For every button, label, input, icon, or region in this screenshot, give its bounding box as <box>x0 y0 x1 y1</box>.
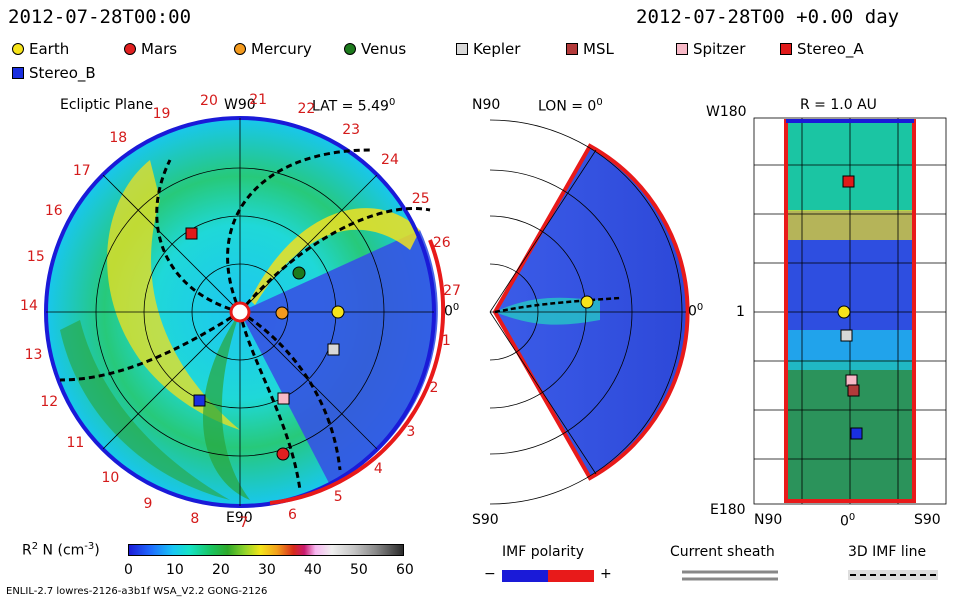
sector-label: 24 <box>381 152 399 169</box>
sector-label: 18 <box>109 130 128 147</box>
sector-label: 12 <box>40 393 59 410</box>
ecliptic-right-label: 00 <box>444 302 460 320</box>
legend-item-label: MSL <box>583 40 614 58</box>
legend-item-label: Stereo_A <box>797 40 864 58</box>
sector-label: 9 <box>143 495 153 512</box>
circle-marker-icon <box>234 43 246 55</box>
square-marker-icon <box>676 43 688 55</box>
colorbar-tick: 40 <box>304 562 322 578</box>
sector-label: 6 <box>288 507 297 524</box>
imf-plus: + <box>600 566 612 582</box>
ecliptic-lat-label: LAT = 5.490 <box>312 97 396 115</box>
imf-line-title: 3D IMF line <box>848 544 927 560</box>
legend-item-msl: MSL <box>566 40 614 58</box>
radial-top-left: W180 <box>706 104 747 120</box>
sector-label: 7 <box>239 514 249 531</box>
sector-label: 21 <box>249 91 268 108</box>
ecliptic-disk <box>44 116 446 508</box>
sector-label: 2 <box>429 380 439 397</box>
legend-item-label: Mercury <box>251 40 312 58</box>
radial-bottom-n: N90 <box>754 512 783 528</box>
sector-label: 13 <box>24 347 43 364</box>
left-timestamp: 2012-07-28T00:00 <box>8 6 192 28</box>
meridional-lon-label: LON = 00 <box>538 97 603 115</box>
sector-label: 17 <box>72 162 91 179</box>
colorbar-tick: 10 <box>166 562 184 578</box>
legend-item-venus: Venus <box>344 40 406 58</box>
sector-label: 1 <box>441 332 451 349</box>
colorbar <box>128 544 404 556</box>
legend-item-earth: Earth <box>12 40 69 58</box>
circle-marker-icon <box>344 43 356 55</box>
sector-label: 26 <box>432 235 451 252</box>
sector-label: 19 <box>152 106 171 123</box>
legend-item-label: Mars <box>141 40 178 58</box>
legend-item-label: Earth <box>29 40 70 58</box>
sector-label: 15 <box>26 249 45 266</box>
legend-item-label: Venus <box>361 40 407 58</box>
legend-item-kepler: Kepler <box>456 40 520 58</box>
ecliptic-title: Ecliptic Plane <box>60 97 154 113</box>
colorbar-tick: 30 <box>258 562 276 578</box>
radial-bottom-zero: 00 <box>840 512 856 530</box>
sector-label: 10 <box>101 470 120 487</box>
imf-minus: − <box>484 566 496 582</box>
sector-label: 3 <box>406 423 416 440</box>
current-sheath-title: Current sheath <box>670 544 775 560</box>
colorbar-tick: 0 <box>124 562 133 578</box>
square-marker-icon <box>12 67 24 79</box>
meridional-top-left: N90 <box>472 97 501 113</box>
body-markers <box>185 175 863 461</box>
meridional-bottom-left: S90 <box>472 512 499 528</box>
sector-label: 4 <box>373 460 383 477</box>
footer-model: ENLIL-2.7 lowres-2126-a3b1f WSA_V2.2 GON… <box>6 586 268 597</box>
square-marker-icon <box>780 43 792 55</box>
legend-item-stereo-b: Stereo_B <box>12 64 96 82</box>
legend-item-stereo-a: Stereo_A <box>780 40 864 58</box>
radial-mid-left: 1 <box>736 304 745 320</box>
legend-item-mercury: Mercury <box>234 40 312 58</box>
sector-label: 16 <box>44 203 63 220</box>
colorbar-tick: 20 <box>212 562 230 578</box>
sector-label: 11 <box>66 435 85 452</box>
imf-title: IMF polarity <box>502 544 585 560</box>
legend-widgets <box>502 570 938 582</box>
colorbar-tick: 60 <box>396 562 414 578</box>
radial-bottom-s: S90 <box>914 512 941 528</box>
colorbar-label: R2 N (cm-3) <box>22 541 100 559</box>
circle-marker-icon <box>12 43 24 55</box>
meridional-wedge <box>489 119 690 505</box>
sector-label: 20 <box>200 93 218 110</box>
square-marker-icon <box>566 43 578 55</box>
colorbar-tick: 50 <box>350 562 368 578</box>
legend-item-mars: Mars <box>124 40 177 58</box>
meridional-right-label: 00 <box>688 302 704 320</box>
ecliptic-top-label: W90 <box>224 97 256 113</box>
legend-item-label: Stereo_B <box>29 64 96 82</box>
sector-label: 14 <box>20 298 38 315</box>
sector-label: 23 <box>342 121 361 138</box>
ecliptic-bottom-label: E90 <box>226 510 253 526</box>
sector-label: 22 <box>297 101 316 118</box>
sector-label: 25 <box>411 190 430 207</box>
legend-item-spitzer: Spitzer <box>676 40 745 58</box>
circle-marker-icon <box>124 43 136 55</box>
sector-label: 5 <box>333 489 343 505</box>
sector-label: 8 <box>190 510 200 527</box>
legend-item-label: Kepler <box>473 40 521 58</box>
legend-item-label: Spitzer <box>693 40 746 58</box>
sector-label: 27 <box>443 283 461 300</box>
right-timestamp: 2012-07-28T00 +0.00 day <box>636 6 900 28</box>
radial-r-label: R = 1.0 AU <box>800 97 877 113</box>
radial-bottom-left: E180 <box>710 502 746 518</box>
square-marker-icon <box>456 43 468 55</box>
